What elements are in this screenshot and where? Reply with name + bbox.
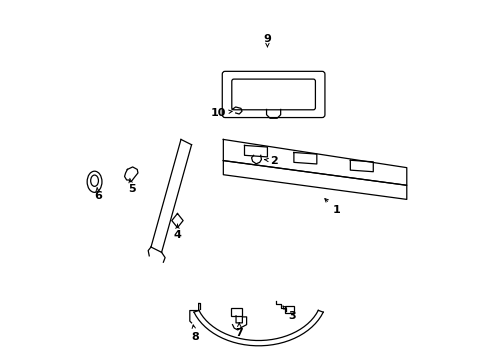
Text: 1: 1 xyxy=(324,199,340,215)
Text: 10: 10 xyxy=(210,108,232,118)
Text: 7: 7 xyxy=(235,323,243,338)
Text: 9: 9 xyxy=(263,34,271,47)
Text: 2: 2 xyxy=(264,156,278,166)
Text: 3: 3 xyxy=(283,306,295,321)
Text: 8: 8 xyxy=(191,325,199,342)
Text: 4: 4 xyxy=(173,224,181,240)
Text: 6: 6 xyxy=(94,188,102,201)
Text: 5: 5 xyxy=(127,178,135,194)
